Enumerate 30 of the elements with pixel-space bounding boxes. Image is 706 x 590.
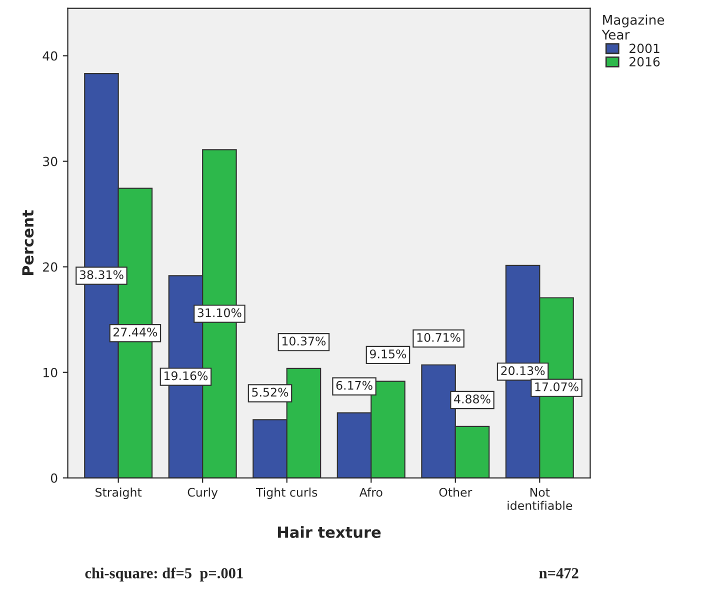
x-tick-label: Not identifiable xyxy=(508,488,572,510)
legend-label: 2016 xyxy=(630,57,660,66)
data-label: 20.13% xyxy=(501,366,545,376)
x-axis-title: Hair texture xyxy=(278,526,381,538)
data-label: 10.37% xyxy=(282,336,326,346)
data-label: 9.15% xyxy=(370,349,406,358)
data-label: 19.16% xyxy=(164,371,208,380)
data-label: 17.07% xyxy=(535,382,578,392)
data-label: 6.17% xyxy=(336,380,372,390)
x-tick-label: Tight curls xyxy=(256,488,318,500)
y-axis-title: Percent xyxy=(22,210,34,276)
data-label: 4.88% xyxy=(454,394,490,404)
x-tick-label: Curly xyxy=(188,488,218,500)
data-label: 10.71% xyxy=(417,332,460,342)
text: chi-square: df=5 p=.001 xyxy=(85,567,243,582)
legend-title: Magazine Year xyxy=(602,14,664,40)
y-tick-label: 30 xyxy=(43,156,58,166)
y-tick-label: 20 xyxy=(43,262,58,272)
data-label: 5.52% xyxy=(252,388,288,397)
text: n=472 xyxy=(539,568,578,578)
y-tick-label: 40 xyxy=(42,51,58,61)
legend-label: 2001 xyxy=(630,44,660,54)
y-tick-label: 10 xyxy=(44,368,58,378)
x-tick-label: Straight xyxy=(96,488,142,500)
data-label: 38.31% xyxy=(80,270,124,280)
x-tick-label: Afro xyxy=(359,488,382,497)
data-label: 31.10% xyxy=(198,308,242,318)
y-tick-label: 0 xyxy=(50,473,58,483)
x-tick-label: Other xyxy=(439,488,472,497)
data-label: 27.44% xyxy=(114,328,158,337)
